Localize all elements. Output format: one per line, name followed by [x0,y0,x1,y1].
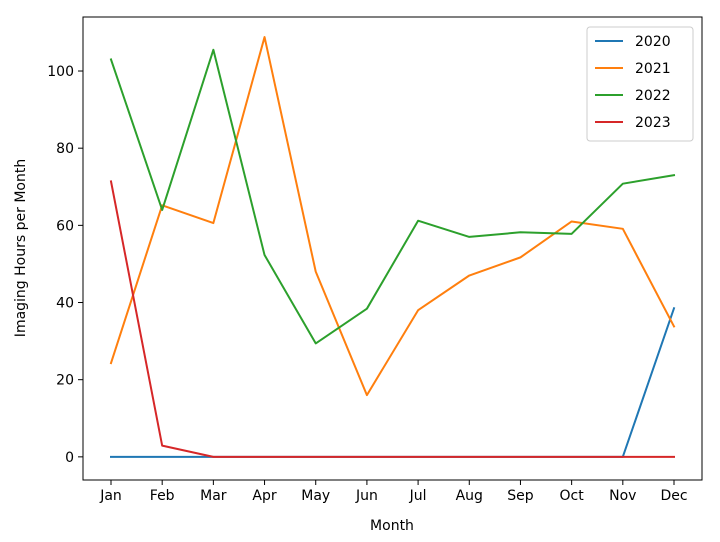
x-tick-label: Sep [507,488,534,504]
x-tick-label: Aug [456,488,483,504]
plot-frame [82,16,703,481]
legend: 2020 2021 2022 2023 [586,26,694,142]
y-tick-label: 60 [56,218,74,234]
x-tick-label: May [301,488,330,504]
y-tick-label: 80 [56,141,74,157]
series-line-2021 [109,36,676,397]
series-line-2022 [109,48,676,345]
x-tick-label: Nov [609,488,636,504]
axes-layer: Jan Feb Mar Apr May Jun Jul Aug Sep Oct Nov Dec 0 20 4… [47,64,687,504]
x-tick-label: Dec [660,488,687,504]
legend-frame [586,26,694,142]
x-axis-label: Month [370,518,414,534]
y-axis-label: Imaging Hours per Month [13,159,29,337]
y-tick-label: 0 [65,450,74,466]
series-line-2023 [109,180,675,458]
series-layer [109,36,676,458]
x-tick-label: Jul [409,488,427,504]
legend-label-2021: 2021 [635,61,671,77]
legend-label-2023: 2023 [635,115,671,131]
x-tick-label: Jun [355,488,378,504]
x-tick-label: Apr [252,488,276,504]
y-tick-label: 100 [47,64,74,80]
legend-label-2022: 2022 [635,88,671,104]
legend-label-2020: 2020 [635,34,671,50]
x-tick-label: Oct [560,488,585,504]
x-tick-label: Mar [200,488,227,504]
x-tick-label: Jan [99,488,122,504]
x-tick-label: Feb [150,488,175,504]
y-tick-label: 20 [56,373,74,389]
y-tick-label: 40 [56,296,74,312]
